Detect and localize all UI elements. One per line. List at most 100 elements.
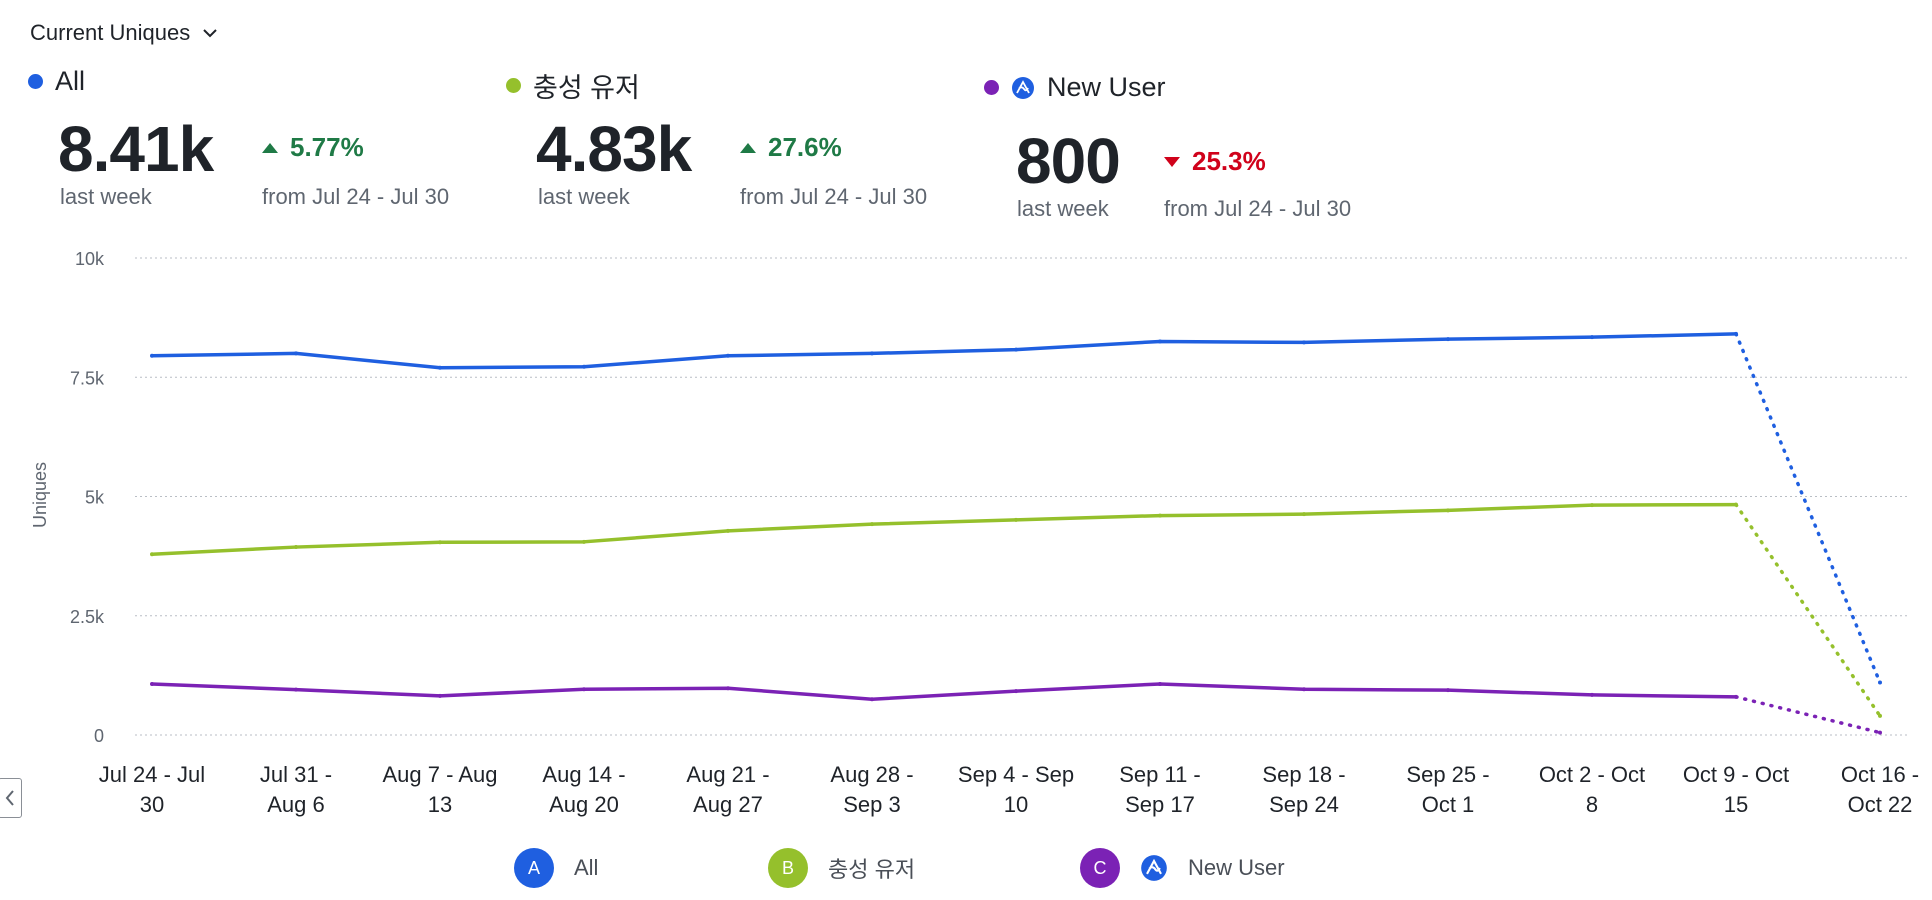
summary-change-value: 27.6% — [768, 132, 842, 162]
data-point[interactable] — [726, 353, 730, 358]
x-tick-label: Jul 31 -Aug 6 — [260, 762, 332, 817]
data-point[interactable] — [1878, 730, 1882, 735]
summary-change: 25.3% — [1164, 146, 1266, 177]
data-point[interactable] — [1734, 694, 1738, 699]
summary-period: last week — [60, 184, 152, 209]
data-point[interactable] — [1590, 335, 1594, 340]
data-point[interactable] — [870, 697, 874, 702]
summary-period: last week — [538, 184, 630, 209]
chevron-down-icon — [203, 29, 217, 38]
legend-item-new-user[interactable]: C New User — [1080, 848, 1285, 888]
summary-change-value: 25.3% — [1192, 146, 1266, 176]
data-point[interactable] — [1446, 508, 1450, 513]
summary-comparison: from Jul 24 - Jul 30 — [740, 184, 928, 209]
data-point[interactable] — [1302, 687, 1306, 692]
data-point[interactable] — [726, 686, 730, 691]
data-point[interactable] — [1302, 340, 1306, 345]
data-point[interactable] — [438, 540, 442, 545]
data-point[interactable] — [1014, 347, 1018, 352]
legend-item-loyal[interactable]: B 충성 유저 — [768, 848, 915, 888]
data-point[interactable] — [438, 365, 442, 370]
data-point[interactable] — [1878, 680, 1882, 685]
x-tick-label: Oct 2 - Oct 8 — [1539, 762, 1645, 817]
legend-badge: A — [514, 848, 554, 888]
data-point[interactable] — [870, 522, 874, 527]
y-tick-label: 5k — [85, 488, 105, 508]
data-point[interactable] — [1590, 692, 1594, 697]
data-point[interactable] — [1158, 339, 1162, 344]
data-point[interactable] — [726, 528, 730, 533]
data-point[interactable] — [582, 539, 586, 544]
data-point[interactable] — [1014, 689, 1018, 694]
data-point[interactable] — [294, 351, 298, 356]
data-point[interactable] — [294, 687, 298, 692]
arrow-up-icon — [262, 142, 278, 153]
summary-value: 4.83k — [536, 113, 692, 185]
amplitude-segment-icon — [1012, 76, 1034, 99]
legend-label: 충성 유저 — [828, 857, 916, 882]
series-dot — [984, 80, 999, 95]
x-tick-label: Aug 21 -Aug 27 — [686, 762, 769, 817]
summary-comparison: from Jul 24 - Jul 30 — [1164, 196, 1352, 221]
x-axis-ticks: Jul 24 - Jul 30 Jul 31 -Aug 6 Aug 7 - Aug 13… — [99, 762, 1919, 817]
data-point[interactable] — [870, 351, 874, 356]
chevron-left-icon — [5, 790, 14, 806]
summary-name: 충성 유저 — [533, 73, 640, 103]
series-dot — [506, 78, 521, 93]
metric-dropdown[interactable]: Current Uniques — [30, 20, 220, 46]
data-point[interactable] — [1734, 502, 1738, 507]
data-point[interactable] — [294, 545, 298, 550]
x-tick-label: Aug 7 - Aug 13 — [383, 762, 498, 817]
series-dot — [28, 74, 43, 89]
summary-comparison: from Jul 24 - Jul 30 — [262, 184, 450, 209]
arrow-down-icon — [1164, 156, 1180, 167]
data-point[interactable] — [1734, 331, 1738, 336]
x-tick-label: Sep 4 - Sep 10 — [958, 762, 1074, 817]
data-point[interactable] — [582, 364, 586, 369]
collapse-panel-button[interactable] — [0, 778, 22, 818]
summary-value: 8.41k — [58, 113, 214, 185]
legend-label: All — [574, 855, 599, 880]
data-point[interactable] — [150, 353, 154, 358]
series-line[interactable] — [151, 682, 1737, 701]
data-point[interactable] — [1446, 337, 1450, 342]
x-tick-label: Aug 28 -Sep 3 — [830, 762, 913, 817]
data-point[interactable] — [1158, 681, 1162, 686]
data-point[interactable] — [582, 687, 586, 692]
series-line[interactable] — [151, 502, 1737, 556]
x-tick-label: Sep 25 -Oct 1 — [1406, 762, 1489, 817]
data-point[interactable] — [1590, 503, 1594, 508]
y-tick-label: 7.5k — [70, 368, 105, 388]
arrow-up-icon — [740, 142, 756, 153]
series-line[interactable] — [151, 332, 1737, 370]
series-lines — [150, 331, 1882, 735]
series-line-incomplete[interactable] — [1734, 332, 1882, 685]
x-tick-label: Sep 18 -Sep 24 — [1262, 762, 1345, 817]
data-point[interactable] — [150, 681, 154, 686]
x-tick-label: Sep 11 -Sep 17 — [1119, 762, 1201, 817]
data-point[interactable] — [1014, 517, 1018, 522]
legend-item-all[interactable]: A All — [514, 848, 598, 888]
data-point[interactable] — [1446, 688, 1450, 693]
legend-badge: C — [1080, 848, 1120, 888]
summary-change-value: 5.77% — [290, 132, 364, 162]
summary-name: All — [55, 66, 86, 96]
summary-change: 27.6% — [740, 132, 842, 163]
x-tick-label: Oct 16 -Oct 22 — [1841, 762, 1919, 817]
data-point[interactable] — [150, 552, 154, 557]
amplitude-segment-icon — [1141, 855, 1167, 881]
y-axis-label: Uniques — [30, 462, 50, 528]
data-point[interactable] — [438, 693, 442, 698]
legend-badge: B — [768, 848, 808, 888]
x-tick-label: Aug 14 -Aug 20 — [542, 762, 625, 817]
summary-period: last week — [1017, 196, 1109, 221]
data-point[interactable] — [1302, 512, 1306, 517]
summary-change: 5.77% — [262, 132, 364, 163]
x-tick-label: Oct 9 - Oct 15 — [1683, 762, 1789, 817]
data-point[interactable] — [1158, 513, 1162, 518]
legend-label: New User — [1188, 855, 1285, 880]
data-point[interactable] — [1878, 713, 1882, 718]
series-line-incomplete[interactable] — [1734, 502, 1882, 718]
series-line-incomplete[interactable] — [1734, 695, 1882, 735]
y-tick-label: 2.5k — [70, 607, 105, 627]
